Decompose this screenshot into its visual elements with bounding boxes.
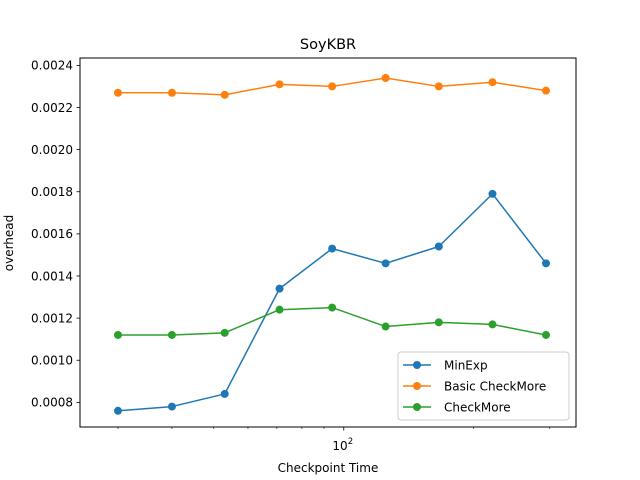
chart-title: SoyKBR [300, 37, 356, 53]
legend-marker [413, 382, 421, 390]
data-point [167, 330, 176, 339]
data-point [275, 80, 284, 89]
plot-frame [79, 57, 577, 428]
y-tick-label: 0.0022 [31, 101, 73, 115]
data-point [328, 82, 337, 91]
data-point [328, 244, 337, 253]
legend: MinExp Basic CheckMore CheckMore [397, 351, 570, 421]
data-point [113, 330, 122, 339]
data-point [381, 259, 390, 268]
legend-box [397, 351, 570, 421]
data-point [434, 82, 443, 91]
data-point [381, 322, 390, 331]
y-tick-label: 0.0018 [31, 185, 73, 199]
series-basic-checkmore [113, 74, 551, 99]
y-tick-label: 0.0014 [31, 269, 73, 283]
data-point [275, 305, 284, 314]
legend-label: Basic CheckMore [444, 379, 546, 393]
data-point [542, 330, 551, 339]
y-tick-label: 0.0016 [31, 227, 73, 241]
legend-label: CheckMore [444, 400, 511, 414]
y-tick-label: 0.0020 [31, 143, 73, 157]
data-point [220, 328, 229, 337]
data-point [434, 318, 443, 327]
x-axis-title: Checkpoint Time [278, 461, 379, 475]
data-point [220, 90, 229, 99]
x-tick-label: 102 [332, 437, 353, 453]
series-checkmore [113, 303, 551, 339]
legend-item: Basic CheckMore [403, 379, 546, 393]
legend-marker [413, 361, 421, 369]
data-point [488, 78, 497, 87]
y-axis: 0.0008 0.0010 0.0012 0.0014 0.0016 0.0018 0.00… [31, 59, 80, 410]
legend-item: MinExp [403, 358, 488, 372]
legend-marker [413, 403, 421, 411]
data-point [113, 406, 122, 415]
y-tick-label: 0.0024 [31, 59, 73, 73]
data-point [488, 320, 497, 329]
data-point [167, 88, 176, 97]
data-point [167, 402, 176, 411]
series-minexp [113, 189, 551, 415]
x-axis: 102 [117, 427, 551, 453]
y-axis-title: overhead [2, 215, 16, 272]
y-tick-label: 0.0008 [31, 396, 73, 410]
data-point [328, 303, 337, 312]
legend-item: CheckMore [403, 400, 511, 414]
data-point [542, 86, 551, 95]
y-tick-label: 0.0012 [31, 311, 73, 325]
data-point [275, 284, 284, 293]
data-point [113, 88, 122, 97]
plot-series [113, 74, 551, 415]
data-point [220, 389, 229, 398]
y-tick-label: 0.0010 [31, 354, 73, 368]
legend-label: MinExp [444, 358, 488, 372]
data-point [434, 242, 443, 251]
data-point [381, 74, 390, 83]
data-point [542, 259, 551, 268]
data-point [488, 189, 497, 198]
